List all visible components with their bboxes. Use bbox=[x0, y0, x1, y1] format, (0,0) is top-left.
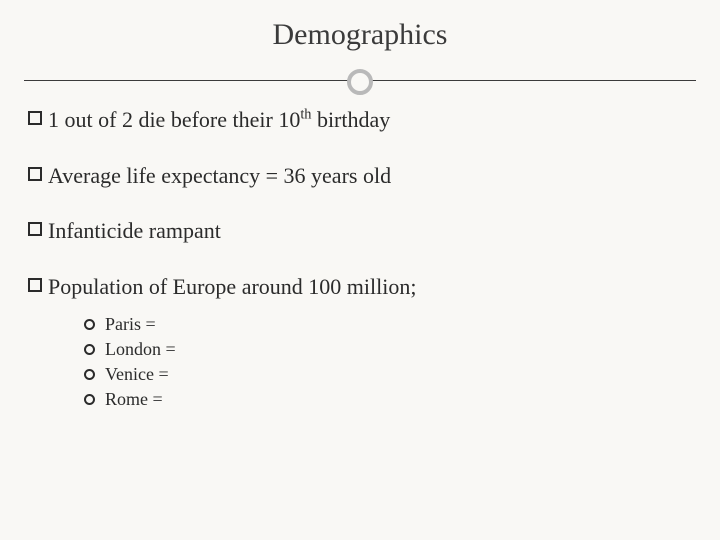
bullet-text: Average life expectancy = 36 years old bbox=[48, 162, 391, 190]
bullet-text: Infanticide rampant bbox=[48, 217, 221, 245]
circle-bullet-icon bbox=[84, 394, 95, 405]
square-bullet-icon bbox=[28, 167, 42, 181]
circle-bullet-icon bbox=[84, 319, 95, 330]
bullet-text-segment: 1 out of 2 die before their 10 bbox=[48, 107, 300, 132]
sub-bullet-item: Rome = bbox=[84, 389, 692, 410]
circle-bullet-icon bbox=[84, 344, 95, 355]
sub-bullet-text: London = bbox=[105, 339, 176, 360]
sub-bullet-item: Venice = bbox=[84, 364, 692, 385]
bullet-text-segment: birthday bbox=[311, 107, 390, 132]
square-bullet-icon bbox=[28, 222, 42, 236]
slide: Demographics 1 out of 2 die before their… bbox=[0, 0, 720, 540]
slide-title: Demographics bbox=[0, 0, 720, 66]
sub-bullet-item: Paris = bbox=[84, 314, 692, 335]
bullet-item: Average life expectancy = 36 years old bbox=[28, 162, 692, 190]
square-bullet-icon bbox=[28, 111, 42, 125]
bullet-text: 1 out of 2 die before their 10th birthda… bbox=[48, 106, 390, 134]
bullet-text: Population of Europe around 100 million; bbox=[48, 273, 416, 301]
title-divider bbox=[0, 66, 720, 98]
sub-bullet-text: Rome = bbox=[105, 389, 163, 410]
bullet-item: Infanticide rampant bbox=[28, 217, 692, 245]
sub-bullet-text: Paris = bbox=[105, 314, 156, 335]
square-bullet-icon bbox=[28, 278, 42, 292]
circle-bullet-icon bbox=[84, 369, 95, 380]
sub-bullet-text: Venice = bbox=[105, 364, 169, 385]
sub-bullet-list: Paris = London = Venice = Rome = bbox=[28, 314, 692, 410]
content-area: 1 out of 2 die before their 10th birthda… bbox=[0, 98, 720, 410]
bullet-item: 1 out of 2 die before their 10th birthda… bbox=[28, 106, 692, 134]
sub-bullet-item: London = bbox=[84, 339, 692, 360]
bullet-item: Population of Europe around 100 million; bbox=[28, 273, 692, 301]
superscript: th bbox=[300, 107, 311, 123]
divider-circle-icon bbox=[347, 69, 373, 95]
